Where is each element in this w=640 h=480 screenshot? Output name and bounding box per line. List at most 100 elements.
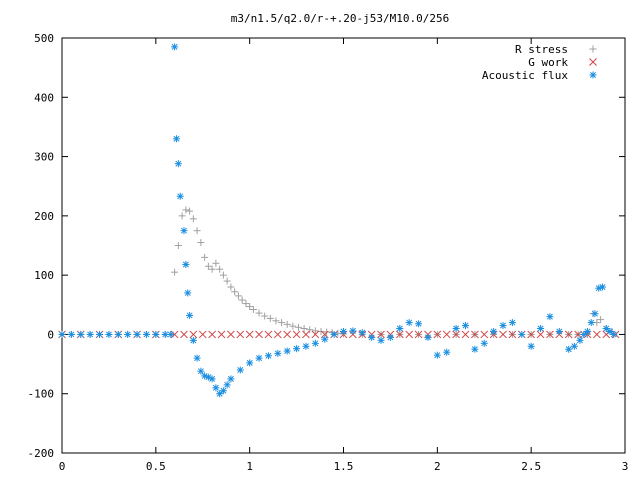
data-point [283, 330, 292, 339]
data-point [67, 330, 75, 338]
data-point [176, 192, 184, 200]
data-point [471, 330, 479, 339]
data-point [105, 330, 113, 338]
data-point [86, 330, 94, 338]
data-point [433, 351, 441, 359]
data-point [236, 366, 244, 374]
data-point [272, 317, 280, 325]
data-point [212, 259, 220, 267]
y-tick-label: -100 [28, 388, 55, 401]
data-point [565, 345, 573, 353]
data-point [546, 313, 554, 321]
data-point [395, 330, 404, 339]
data-point [180, 330, 188, 339]
data-point [587, 319, 595, 327]
data-point [255, 354, 263, 362]
data-point [311, 327, 319, 335]
data-point [234, 292, 242, 300]
y-tick-label: 400 [34, 91, 54, 104]
data-point [124, 330, 132, 338]
legend-label: R stress [515, 43, 568, 56]
data-point [204, 262, 212, 270]
data-point [171, 268, 179, 276]
data-point [96, 330, 104, 338]
data-point [602, 330, 611, 339]
data-point [77, 330, 85, 338]
data-point [311, 330, 320, 339]
data-point [414, 330, 423, 339]
data-point [574, 330, 582, 339]
data-point [236, 330, 245, 339]
data-point [193, 227, 201, 235]
data-point [255, 309, 263, 317]
data-point [246, 303, 254, 311]
x-tick-label: 2 [434, 460, 441, 473]
y-tick-label: 100 [34, 269, 54, 282]
data-point [424, 333, 432, 341]
data-point [311, 339, 319, 347]
data-point [537, 325, 545, 332]
data-point [242, 300, 250, 308]
data-point [302, 342, 310, 350]
data-point [255, 330, 263, 339]
data-point [368, 333, 376, 341]
data-point [293, 345, 301, 353]
data-point [302, 330, 310, 339]
data-point [442, 330, 451, 339]
data-point [174, 242, 182, 249]
data-point [142, 330, 150, 338]
data-point [508, 330, 517, 339]
data-point [245, 330, 254, 339]
data-point [278, 319, 286, 327]
data-point [186, 311, 194, 319]
data-point [182, 260, 190, 268]
data-point [186, 207, 194, 215]
data-point [133, 330, 141, 338]
data-point [283, 347, 291, 355]
data-point [246, 359, 254, 367]
data-point [266, 314, 274, 322]
data-point [292, 330, 301, 339]
data-point [178, 212, 186, 220]
data-point [184, 289, 192, 297]
data-point [499, 330, 507, 339]
data-point [377, 336, 385, 344]
x-tick-label: 0 [59, 460, 66, 473]
series-acoustic-flux [58, 43, 618, 398]
data-point [219, 271, 227, 279]
data-point [208, 330, 216, 339]
data-point [114, 330, 122, 338]
data-point [227, 330, 235, 339]
data-point [289, 322, 297, 330]
data-point [518, 330, 526, 338]
data-point [461, 330, 470, 339]
data-point [330, 330, 338, 338]
data-point [216, 390, 224, 398]
data-point [490, 327, 498, 335]
y-tick-label: -200 [28, 447, 55, 460]
data-point [294, 323, 302, 331]
data-point [223, 381, 231, 389]
data-point [212, 384, 220, 392]
data-point [189, 330, 198, 339]
data-point [452, 330, 460, 339]
data-point [386, 333, 394, 341]
data-point [217, 330, 226, 339]
data-point [216, 265, 224, 273]
x-tick-label: 3 [622, 460, 629, 473]
data-point [198, 330, 207, 339]
y-tick-label: 500 [34, 32, 54, 45]
data-point [227, 283, 235, 291]
data-point [340, 327, 347, 335]
data-point [152, 330, 160, 338]
data-point [405, 319, 413, 327]
data-point [197, 239, 205, 247]
data-point [264, 330, 273, 339]
data-point [189, 215, 197, 223]
data-point [564, 330, 573, 339]
data-point [499, 322, 507, 330]
data-point [592, 330, 601, 339]
data-point [452, 325, 460, 332]
